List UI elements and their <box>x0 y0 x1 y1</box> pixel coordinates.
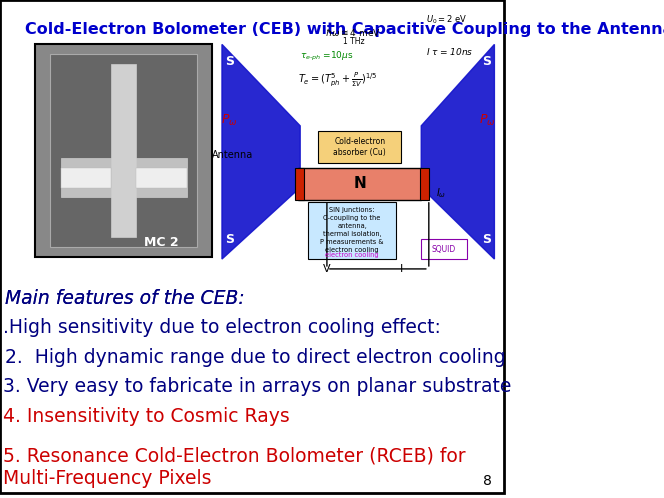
FancyBboxPatch shape <box>50 54 197 247</box>
Text: electron cooling: electron cooling <box>325 251 379 257</box>
FancyBboxPatch shape <box>60 158 187 197</box>
Text: SQUID: SQUID <box>432 245 456 253</box>
Polygon shape <box>222 44 300 259</box>
Text: S: S <box>482 233 491 246</box>
FancyBboxPatch shape <box>307 202 396 259</box>
Text: Cold-Electron Bolometer (CEB) with Capacitive Coupling to the Antenna: Cold-Electron Bolometer (CEB) with Capac… <box>25 22 664 37</box>
Text: $P_\omega$: $P_\omega$ <box>221 114 238 128</box>
FancyBboxPatch shape <box>420 168 429 200</box>
FancyBboxPatch shape <box>421 240 467 259</box>
FancyBboxPatch shape <box>35 44 212 256</box>
Text: V: V <box>323 264 331 274</box>
Text: $P_\omega$: $P_\omega$ <box>479 114 495 128</box>
Text: $\hbar\omega \cong 4$ meV: $\hbar\omega \cong 4$ meV <box>325 26 381 37</box>
Text: S: S <box>225 55 234 68</box>
Text: S: S <box>225 233 234 246</box>
Text: Cold-electron
absorber (Cu): Cold-electron absorber (Cu) <box>333 137 386 157</box>
Text: Main features of the CEB:: Main features of the CEB: <box>5 289 245 308</box>
Text: 3. Very easy to fabricate in arrays on planar substrate: 3. Very easy to fabricate in arrays on p… <box>3 377 511 396</box>
Text: I: I <box>400 264 402 274</box>
Text: 4. Insensitivity to Cosmic Rays: 4. Insensitivity to Cosmic Rays <box>3 407 290 426</box>
Text: $T_e = (T^5_{ph} + \frac{P}{\Sigma V})^{1/5}$: $T_e = (T^5_{ph} + \frac{P}{\Sigma V})^{… <box>297 70 377 88</box>
Text: $\tau_{e\text{-}ph}$ =10$\mu$s: $\tau_{e\text{-}ph}$ =10$\mu$s <box>300 50 354 63</box>
FancyBboxPatch shape <box>136 168 187 188</box>
Text: $I_\omega$: $I_\omega$ <box>436 187 447 200</box>
FancyBboxPatch shape <box>295 168 304 200</box>
Text: $U_0=2$ eV: $U_0=2$ eV <box>426 13 467 26</box>
Text: Main features of the CEB:: Main features of the CEB: <box>5 289 245 308</box>
Text: N: N <box>353 176 366 191</box>
Text: MC 2: MC 2 <box>145 236 179 249</box>
FancyBboxPatch shape <box>318 131 401 163</box>
Text: 8: 8 <box>483 475 492 489</box>
FancyBboxPatch shape <box>297 168 421 200</box>
FancyBboxPatch shape <box>60 168 111 188</box>
Text: 1 THz: 1 THz <box>343 37 365 46</box>
Text: S: S <box>482 55 491 68</box>
Text: Antenna: Antenna <box>211 150 253 160</box>
Text: SIN junctions:
C-coupling to the
antenna,
thermal isolation,
P measurements &
el: SIN junctions: C-coupling to the antenna… <box>321 208 384 253</box>
FancyBboxPatch shape <box>111 64 136 237</box>
Text: 5. Resonance Cold-Electron Bolometer (RCEB) for
Multi-Frequency Pixels: 5. Resonance Cold-Electron Bolometer (RC… <box>3 447 465 488</box>
Polygon shape <box>421 44 495 259</box>
Text: .High sensitivity due to electron cooling effect:: .High sensitivity due to electron coolin… <box>3 318 440 337</box>
Text: $I\;\tau$ = 10ns: $I\;\tau$ = 10ns <box>426 46 473 57</box>
Text: 2.  High dynamic range due to direct electron cooling: 2. High dynamic range due to direct elec… <box>5 348 506 367</box>
